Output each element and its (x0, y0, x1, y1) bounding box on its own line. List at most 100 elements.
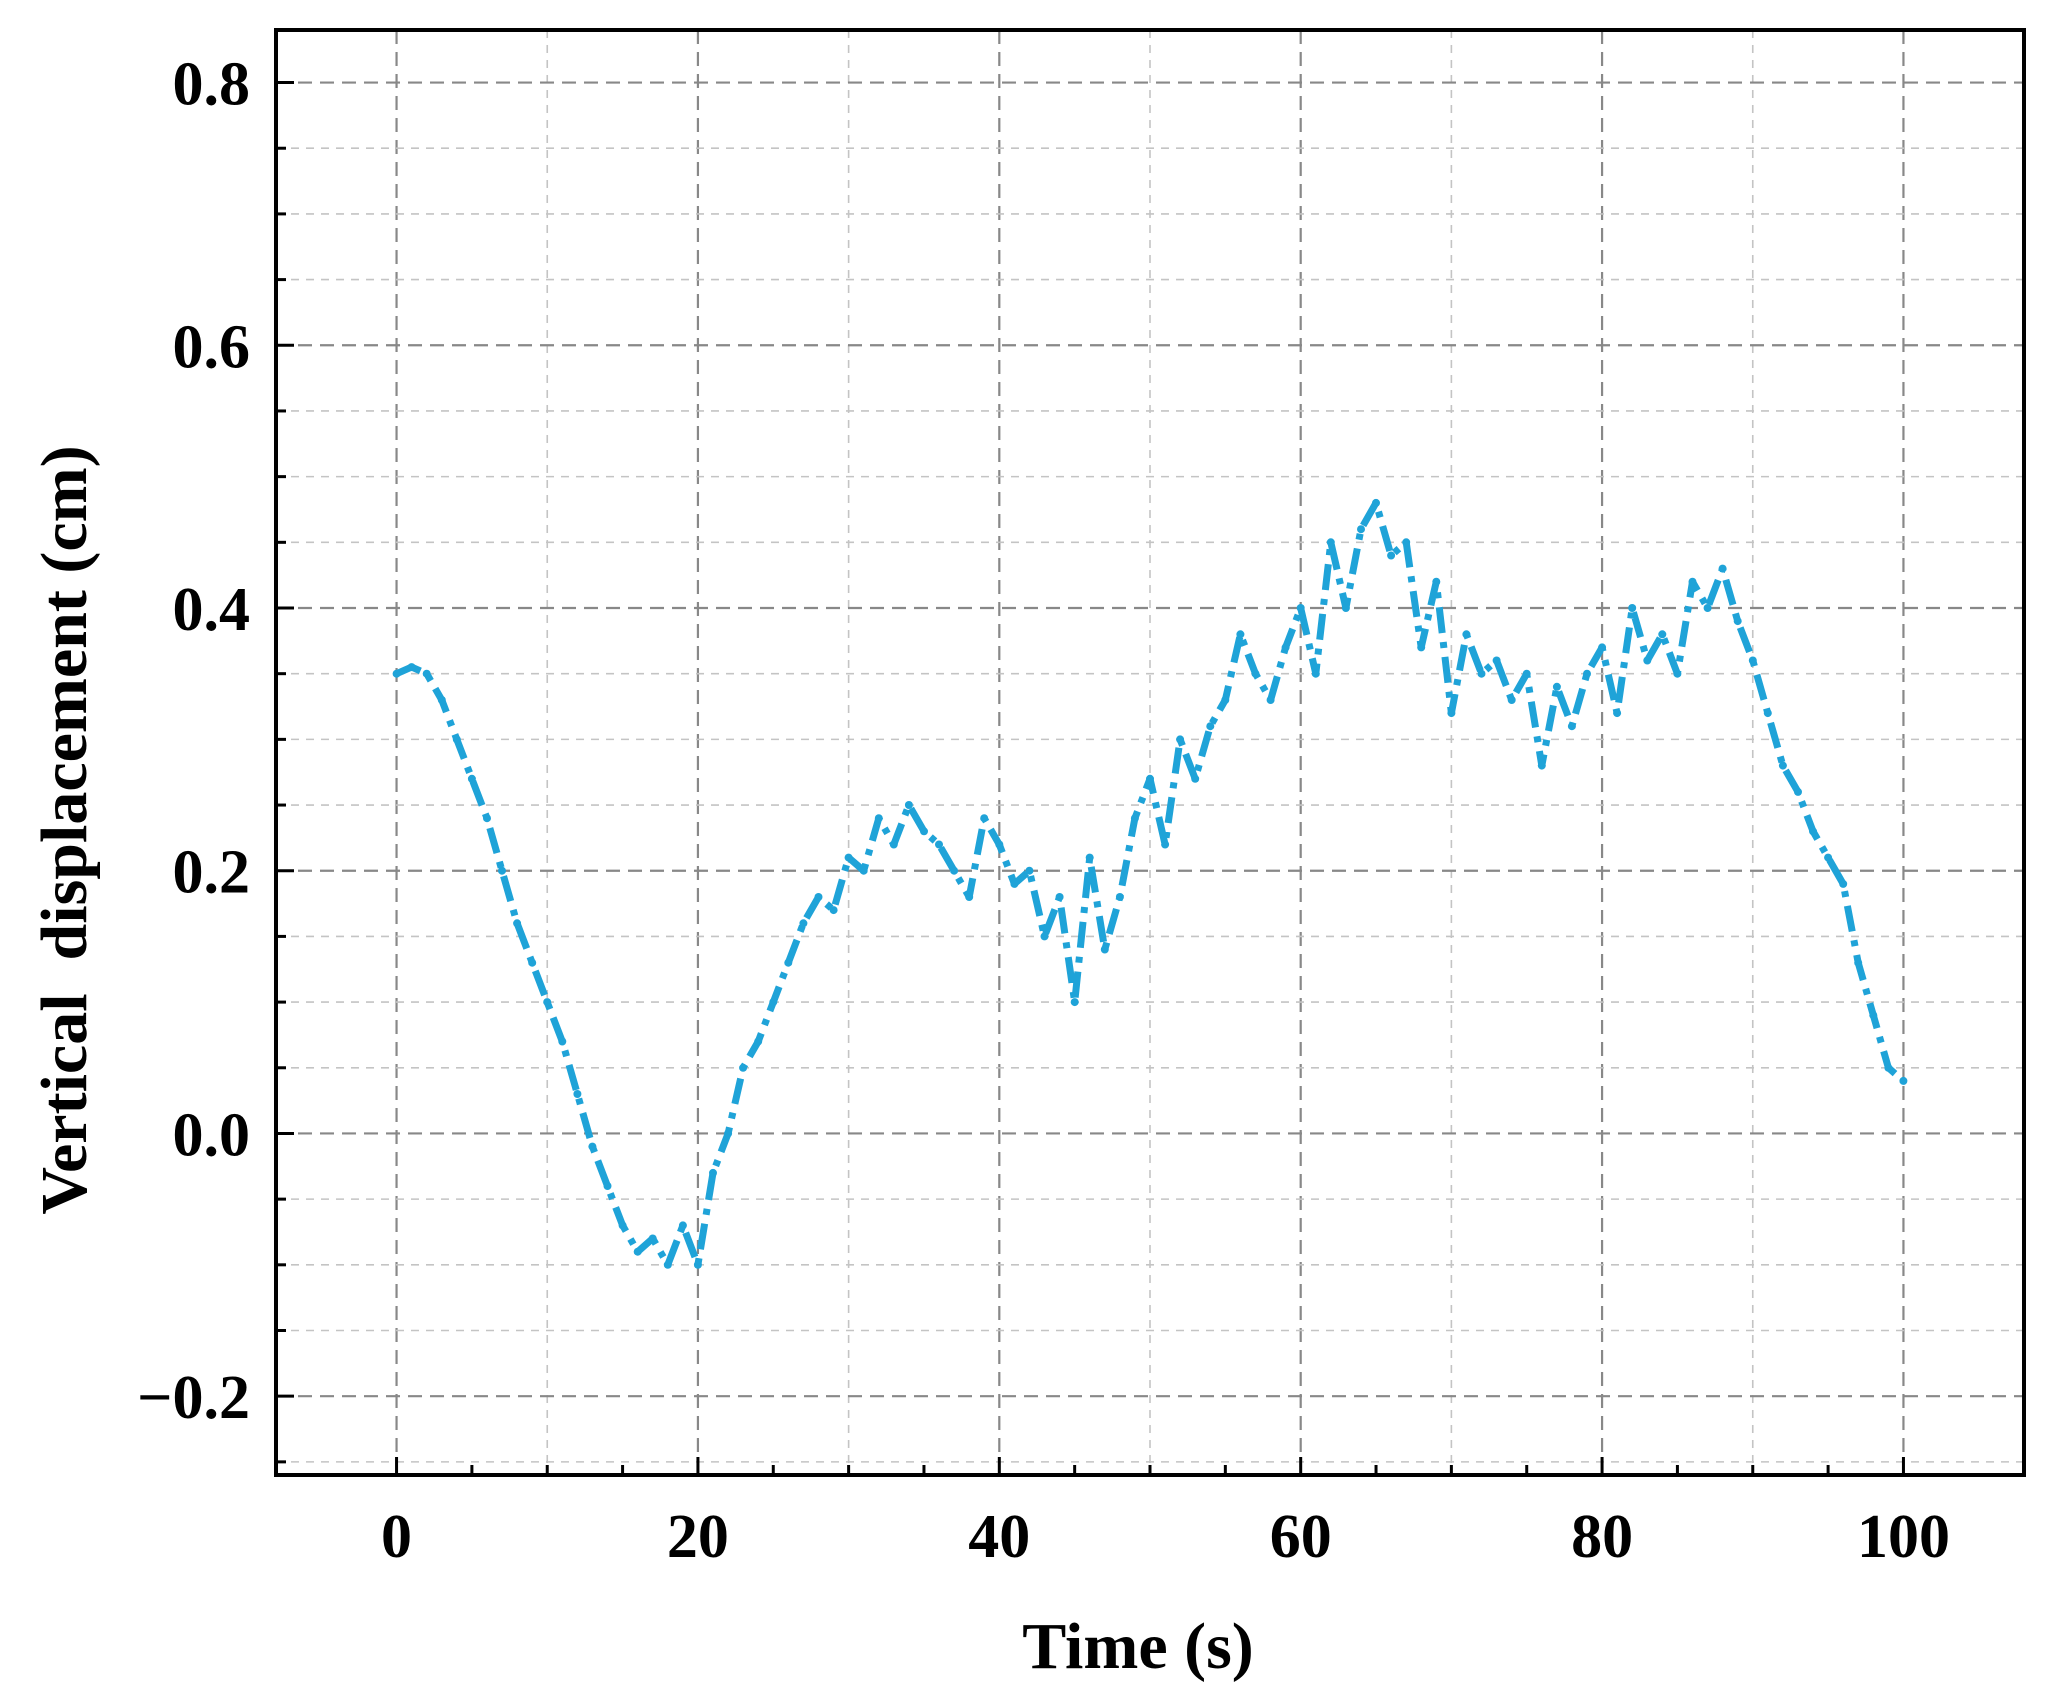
data-point (1628, 604, 1637, 612)
data-point (498, 866, 506, 875)
data-point (1763, 709, 1772, 718)
y-tick-label: −0.2 (137, 1364, 250, 1432)
data-point (1809, 827, 1817, 836)
y-tick-label: 0.4 (173, 576, 251, 644)
data-point (1598, 643, 1607, 652)
series-layer (392, 498, 1908, 1269)
data-point (1266, 696, 1275, 704)
data-point (1070, 998, 1079, 1007)
data-point (633, 1247, 642, 1256)
data-point (1236, 630, 1245, 639)
data-point (1899, 1076, 1908, 1085)
data-point (543, 998, 552, 1007)
data-point (1281, 643, 1290, 652)
data-point (1522, 669, 1531, 678)
data-point (1191, 774, 1200, 783)
data-point (709, 1168, 717, 1177)
y-tick-label: 0.0 (173, 1101, 251, 1169)
axes (274, 28, 2026, 1477)
tick-labels: 0 20 40 60 80 100 −0.2 0.0 0.2 0.4 0.6 0.8 (137, 51, 1950, 1571)
data-point (1839, 879, 1848, 888)
data-point (1372, 498, 1380, 507)
data-point (1794, 787, 1802, 796)
data-point (1326, 538, 1335, 547)
data-point (859, 866, 868, 875)
data-point (1492, 656, 1501, 665)
x-tick-label: 0 (381, 1503, 412, 1571)
data-point (437, 696, 446, 704)
data-point (1643, 656, 1652, 665)
data-point (1025, 866, 1034, 875)
x-tick-label: 40 (968, 1503, 1030, 1571)
data-point (814, 893, 823, 901)
data-point (1100, 945, 1109, 954)
data-point (1221, 696, 1230, 704)
data-point (754, 1037, 763, 1046)
y-axis-title: Vertical displacement (cm) (28, 445, 101, 1214)
data-point (1296, 604, 1305, 612)
data-point (1703, 604, 1712, 612)
data-point (1718, 564, 1727, 573)
data-point (1251, 669, 1260, 678)
data-point (678, 1221, 687, 1230)
data-point (769, 998, 778, 1007)
data-point (995, 840, 1004, 849)
data-point (1206, 722, 1215, 731)
data-point (980, 814, 989, 823)
data-point (1447, 709, 1456, 718)
data-point (1402, 538, 1411, 547)
data-point (1688, 577, 1697, 586)
data-point (829, 906, 838, 915)
grid (276, 30, 2024, 1475)
data-point (558, 1037, 567, 1046)
data-point (1357, 525, 1365, 534)
data-point (1432, 577, 1441, 586)
data-point (407, 663, 416, 672)
data-point (603, 1182, 612, 1190)
y-tick-label: 0.6 (173, 313, 251, 381)
data-point (1507, 696, 1516, 704)
data-point (573, 1090, 582, 1098)
data-point (904, 801, 913, 809)
data-point (528, 958, 537, 967)
data-point (799, 919, 808, 928)
data-point (1884, 1063, 1893, 1072)
data-point (422, 669, 431, 678)
data-point (784, 958, 793, 967)
data-point (1010, 879, 1019, 888)
data-point (1387, 551, 1396, 560)
data-point (1311, 669, 1320, 678)
data-point (1146, 774, 1154, 783)
data-point (392, 669, 401, 678)
data-point (920, 827, 928, 836)
data-point (1869, 1011, 1878, 1020)
data-point (1854, 958, 1863, 967)
data-point (1462, 630, 1471, 639)
data-point (965, 893, 974, 901)
data-point (1748, 656, 1757, 665)
x-tick-label: 80 (1571, 1503, 1633, 1571)
data-point (1176, 735, 1185, 744)
data-point (1161, 840, 1170, 849)
data-point (1115, 893, 1124, 901)
data-point (935, 840, 943, 849)
data-point (588, 1142, 597, 1151)
data-point (1583, 669, 1591, 678)
data-point (618, 1221, 627, 1230)
data-point (950, 866, 959, 875)
data-point (1417, 643, 1426, 652)
x-axis-title: Time (s) (1022, 1610, 1254, 1683)
y-tick-label: 0.8 (173, 51, 251, 119)
data-point (663, 1260, 672, 1269)
data-point (739, 1063, 748, 1072)
data-point (1824, 853, 1833, 862)
data-point (1658, 630, 1667, 639)
data-point (452, 735, 461, 744)
data-point (1055, 893, 1064, 901)
data-point (844, 853, 853, 862)
x-tick-label: 60 (1270, 1503, 1332, 1571)
data-point (874, 814, 883, 823)
data-point (1130, 814, 1139, 823)
data-point (724, 1129, 733, 1138)
